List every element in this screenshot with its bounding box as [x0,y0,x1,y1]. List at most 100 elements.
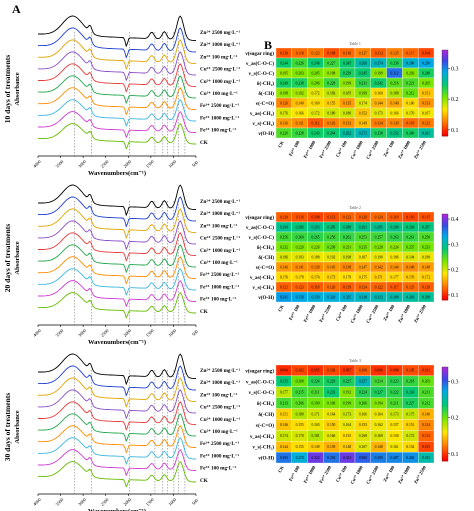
heatmap-cell-value: 0.195 [280,71,288,75]
colorbar-tick-label: 0.2 [451,97,459,103]
colorbar-segment [442,50,448,53]
heatmap-cell-value: 0.129 [390,121,398,125]
colorbar-segment [442,127,448,130]
heatmap-cell-value: 0.199 [375,71,383,75]
heatmap-cell-value: 0.164 [343,423,351,427]
spectrum-line [38,232,197,262]
colorbar-segment [442,235,448,239]
heatmap-col-label: Cu²⁺ 100 [335,464,349,482]
heatmap-cell-value: 0.193 [296,255,304,259]
heatmap-cell-value: 0.199 [359,91,367,95]
colorbar-segment [442,395,448,398]
heatmap-cell-value: 0.231 [343,245,351,249]
heatmap-cell-value: 0.211 [391,401,399,405]
heatmap-cell-value: 0.120 [280,215,288,219]
heatmap-cell-value: 0.227 [343,380,351,384]
colorbar-segment [442,282,448,286]
colorbar-segment [442,432,448,436]
heatmap-cell-value: 0.124 [359,285,367,289]
heatmap-cell-value: 0.235 [359,245,367,249]
heatmap-col-label: Fe³⁺ 1000 [303,464,317,484]
heatmap-row-label: ν_as(-CH₂) [250,110,274,117]
spectrum-line [38,99,196,127]
heatmap-row-label: ν_s(C-O-C) [249,70,275,77]
heatmap-col-label: Fe³⁺ 2500 [318,303,332,323]
heatmap-cell-value: 0.110 [280,51,288,55]
heatmap-cell-value: 0.146 [280,423,288,427]
colorbar-segment [442,224,448,228]
colorbar-segment [442,263,448,266]
spectrum-line [38,377,197,409]
colorbar-segment [442,226,448,230]
heatmap-cell-value: 0.147 [359,265,367,269]
heatmap-cell-value: 0.192 [296,91,304,95]
spectrum-line [38,75,197,105]
heatmap-cell-value: 0.151 [280,412,288,416]
heatmap-cell-value: 0.262 [343,235,351,239]
heatmap-cell-value: 0.145 [327,265,335,269]
heatmap-row-label: δ(-CH) [258,90,274,97]
colorbar-segment [442,222,448,226]
colorbar-segment [442,97,448,100]
colorbar-segment [442,116,448,120]
colorbar-segment [442,241,448,245]
spectrum-line [37,389,197,420]
colorbar-segment [442,446,448,450]
legend-label: Cu²⁺ 1000 mg·L⁻¹ [200,248,241,254]
heatmap-row-label: δ(-CH₂) [257,244,274,251]
heatmap-cell-value: 0.196 [327,401,335,405]
heatmap-cell-value: 0.146 [280,265,288,269]
heatmap-row-label: ν_as(C-O-C) [246,378,274,385]
colorbar-segment [442,369,448,373]
heatmap-cell-value: 0.158 [390,434,398,438]
legend-label: Zn²⁺ 2500 mg·L⁻¹ [200,30,240,36]
heatmap-cell-value: 0.238 [375,131,383,135]
heatmap-cell-value: 0.172 [406,434,414,438]
heatmap-cell-value: 0.113 [375,51,383,55]
colorbar-segment [442,276,448,279]
spectra-chart-2: 4000 3500 3000 2500 2000 1500 1000 500 Wavenumbe… [3,184,241,346]
colorbar-segment [442,73,448,77]
heatmap-cell-value: 0.124 [422,423,430,427]
heatmap-cell-value: 0.172 [422,275,430,279]
heatmap-cell-value: 0.155 [296,423,304,427]
heatmap-cell-value: 0.148 [422,265,430,269]
heatmap-cell-value: 0.144 [390,265,398,269]
heatmap-cell-value: 0.180 [296,412,304,416]
x-tick-label: 1000 [167,158,177,168]
colorbar-tick-label: 0.4 [451,217,459,223]
colorbar-segment [442,52,448,55]
spectrum-line [38,184,197,217]
heatmap-cell-value: 0.228 [375,245,383,249]
heatmap-cell-value: 0.125 [390,51,398,55]
x-tick-label: 4000 [32,327,42,337]
colorbar-segment [442,269,448,273]
heatmap-cell-value: 0.294 [280,225,288,229]
heatmap-cell-value: 0.126 [327,121,335,125]
colorbar-segment [442,108,448,111]
colorbar-segment [442,244,448,247]
heatmap-cell-value: 0.228 [327,81,335,85]
x-tick-label: 2000 [122,327,132,337]
heatmap-cell-value: 0.270 [296,456,304,460]
heatmap-col-label: Zn²⁺ 2500 [413,303,428,323]
heatmap-row-label: ν_s(C-O-C) [249,389,275,396]
colorbar-segment [442,414,448,417]
heatmap-row-label: δ(-CH) [258,254,274,261]
colorbar-segment [442,252,448,256]
colorbar-frame [441,366,449,462]
heatmap-cell-value: 0.122 [375,285,383,289]
colorbar-segment [442,67,448,70]
heatmap-cell-value: 0.256 [280,235,288,239]
heatmap-cell-value: 0.148 [343,445,351,449]
colorbar-segment [442,421,448,424]
heatmap-row-label: δ(-CH) [258,411,274,418]
heatmap-cell-value: 0.190 [375,255,383,259]
colorbar-segment [442,112,448,115]
heatmap-cell-value: 0.124 [375,121,383,125]
legend-label: Zn²⁺ 2500 mg·L⁻¹ [200,368,240,374]
heatmap-cell-value: 0.126 [327,285,335,289]
spectrum-line [38,365,197,397]
heatmap-cell-value: 0.253 [422,456,430,460]
heatmap-cell-value: 0.212 [406,91,414,95]
